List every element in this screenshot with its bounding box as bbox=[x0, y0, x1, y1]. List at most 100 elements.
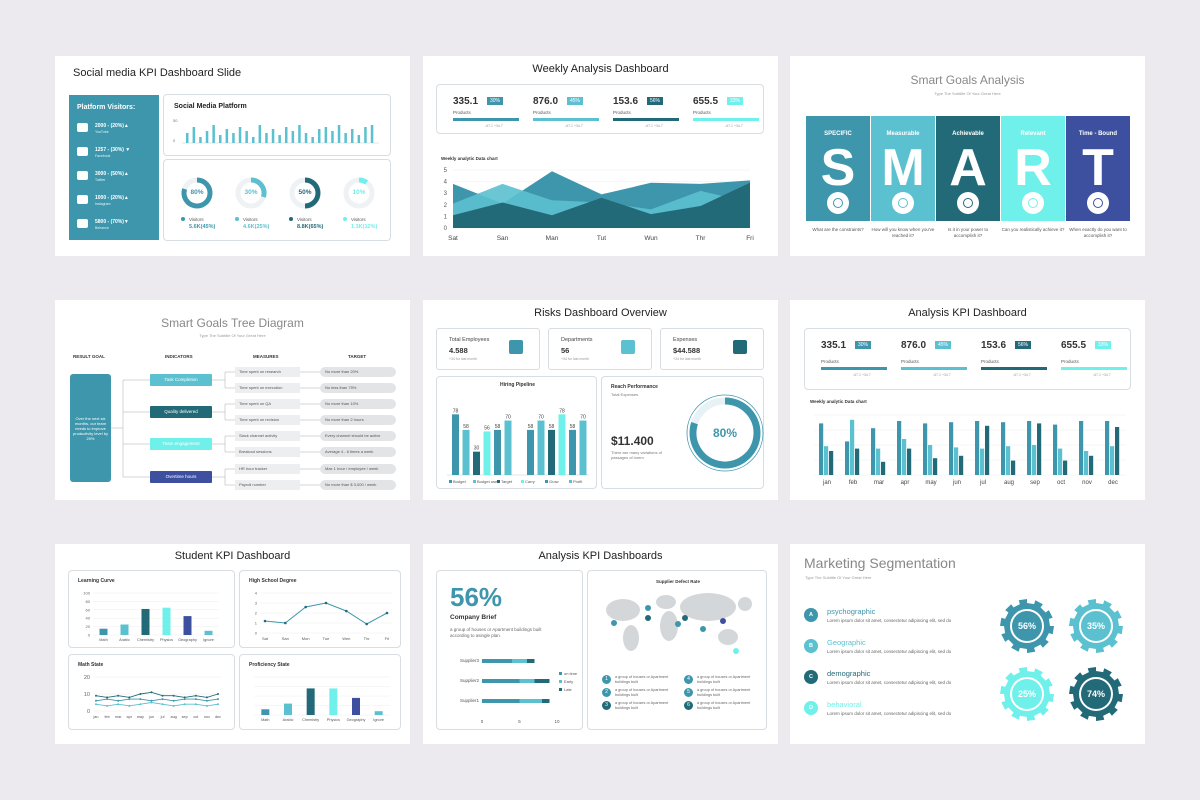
kpi-donut: 80% bbox=[180, 176, 214, 210]
gear-pct: 35% bbox=[1086, 621, 1105, 631]
map-pin[interactable] bbox=[675, 621, 681, 627]
subject-bar bbox=[183, 616, 192, 635]
map-pin[interactable] bbox=[700, 626, 706, 632]
line-point bbox=[117, 694, 120, 697]
map-pin[interactable] bbox=[645, 605, 651, 611]
bar-value-label: 78 bbox=[453, 408, 459, 414]
segment-letter: C bbox=[804, 670, 818, 684]
segment-name: behavioral bbox=[827, 700, 862, 709]
line-point bbox=[324, 601, 328, 605]
line-point bbox=[106, 696, 109, 699]
x-tick: Geography bbox=[347, 718, 366, 722]
brief-title: Company Brief bbox=[450, 614, 497, 621]
kpi-value: 876.0 bbox=[533, 96, 559, 107]
slide-analysis-kpi[interactable]: Analysis KPI Dashboard 335.1 30% Products -… bbox=[790, 300, 1145, 500]
platform-bar bbox=[225, 129, 229, 143]
map-pin[interactable] bbox=[645, 615, 651, 621]
kpi-bar bbox=[453, 118, 519, 121]
legend-item: Budget bbox=[453, 479, 467, 484]
slide-risks-dashboard[interactable]: Risks Dashboard Overview Total Employees… bbox=[423, 300, 778, 500]
map-item-text: a group of houses or Apartment buildings… bbox=[615, 688, 669, 697]
reach-pct: 80% bbox=[712, 426, 738, 440]
defect-map-panel: Supplier Defect Rate 1 a group of houses … bbox=[587, 570, 767, 730]
supplier-bar bbox=[534, 679, 550, 683]
reach-arc bbox=[689, 397, 761, 469]
kpi-value: 655.5 bbox=[693, 96, 719, 107]
stat-foot: +34 for last month bbox=[561, 357, 590, 361]
map-item-text: a group of houses or Apartment buildings… bbox=[697, 701, 751, 710]
target-pill: Average 4 - 6 times a week bbox=[320, 447, 396, 457]
platform-bar bbox=[357, 135, 361, 143]
x-tick: dec bbox=[1108, 480, 1118, 486]
bar-value-label: 58 bbox=[528, 424, 534, 430]
tree-connectors bbox=[111, 371, 320, 486]
x-tick: Sat bbox=[448, 235, 458, 242]
line-point bbox=[117, 703, 120, 706]
y-tick: 1 bbox=[255, 621, 258, 626]
x-tick: Sat bbox=[262, 636, 269, 641]
legend-dot bbox=[289, 217, 293, 221]
slide-smart-goals[interactable]: Smart Goals Analysis Type The Subtitle O… bbox=[790, 56, 1145, 256]
bar-value-label: 78 bbox=[559, 408, 565, 414]
clock-icon bbox=[1087, 192, 1109, 214]
y-tick: 3 bbox=[444, 191, 448, 197]
slide-marketing-segmentation[interactable]: Marketing Segmentation Type The Subtitle… bbox=[790, 544, 1145, 744]
x-tick: jan bbox=[822, 480, 831, 486]
month-bar bbox=[933, 458, 938, 475]
slide-social-media-kpi[interactable]: Social media KPI Dashboard Slide Platfor… bbox=[55, 56, 410, 256]
kpi-value: 335.1 bbox=[821, 340, 847, 351]
platform-bar bbox=[252, 137, 255, 143]
y-tick: 0 bbox=[87, 709, 90, 715]
y-tick: 20 bbox=[86, 624, 91, 629]
slide-smart-tree[interactable]: Smart Goals Tree Diagram Type The Subtit… bbox=[55, 300, 410, 500]
slide-analysis-kpi-dashboards[interactable]: Analysis KPI Dashboards 56% Company Brie… bbox=[423, 544, 778, 744]
slide-title: Risks Dashboard Overview bbox=[534, 307, 667, 319]
stat-value: 56 bbox=[561, 346, 570, 355]
x-tick: feb bbox=[104, 715, 109, 719]
platform-name: Twitter bbox=[95, 178, 106, 182]
youtube-icon bbox=[77, 123, 88, 132]
platform-name: YouTube bbox=[95, 130, 109, 134]
slide-title: Student KPI Dashboard bbox=[174, 550, 291, 562]
kpi-badge: 30% bbox=[487, 97, 503, 105]
smart-letter: A bbox=[949, 139, 987, 197]
platform-bar bbox=[344, 133, 347, 143]
map-pin[interactable] bbox=[682, 615, 688, 621]
smart-column: Measurable M bbox=[871, 116, 935, 221]
platform-value: 1000 - (20%)▲ bbox=[95, 195, 129, 201]
x-tick: dec bbox=[215, 715, 221, 719]
platform-name: Behance bbox=[95, 226, 109, 230]
kpi-badge: 33% bbox=[727, 97, 743, 105]
org-chart-icon bbox=[509, 340, 523, 354]
map-pin[interactable] bbox=[720, 618, 726, 624]
slide-student-kpi[interactable]: Student KPI Dashboard Learning Curve 100… bbox=[55, 544, 410, 744]
numbered-marker: 3 bbox=[602, 701, 611, 710]
col-header: RESULT GOAL bbox=[73, 354, 105, 359]
line-point bbox=[205, 696, 208, 699]
platform-value: 2000 - (20%)▲ bbox=[95, 123, 129, 129]
x-tick: San bbox=[282, 636, 289, 641]
line-point bbox=[150, 699, 153, 702]
map-pin[interactable] bbox=[611, 620, 617, 626]
line-point bbox=[139, 698, 142, 701]
target-pill: Every channel should be active bbox=[320, 431, 396, 441]
map-pin[interactable] bbox=[733, 648, 739, 654]
x-tick: aug bbox=[1004, 480, 1014, 486]
line-point bbox=[106, 704, 109, 707]
legend-item: Carry bbox=[525, 479, 535, 484]
instagram-icon bbox=[77, 195, 88, 204]
hiring-bar-chart: 78 58 30 56 58 70 58 70 58 78 58 70 Budget Budget use… bbox=[447, 408, 589, 484]
line-series bbox=[264, 602, 388, 625]
platform-visitors-panel: Platform Visitors: 2000 - (20%)▲ YouTube 1… bbox=[69, 95, 159, 240]
col-header: TARGET bbox=[348, 354, 367, 359]
month-bar bbox=[1032, 445, 1037, 475]
slide-title: Smart Goals Analysis bbox=[910, 73, 1025, 87]
line-series bbox=[95, 698, 219, 702]
chart-label: Weekly analytic Data chart bbox=[441, 156, 498, 161]
y-tick: 20 bbox=[84, 675, 90, 681]
hiring-pipeline-panel: Hiring Pipeline 78 58 30 56 58 70 58 70 58 78 58 70… bbox=[436, 376, 597, 489]
x-tick: jul bbox=[160, 715, 165, 719]
smart-question: How will you know when you've reached it… bbox=[871, 227, 935, 238]
slide-weekly-analysis[interactable]: Weekly Analysis Dashboard 335.1 30% Produc… bbox=[423, 56, 778, 256]
map-item-text: a group of houses or Apartment buildings… bbox=[615, 701, 669, 710]
